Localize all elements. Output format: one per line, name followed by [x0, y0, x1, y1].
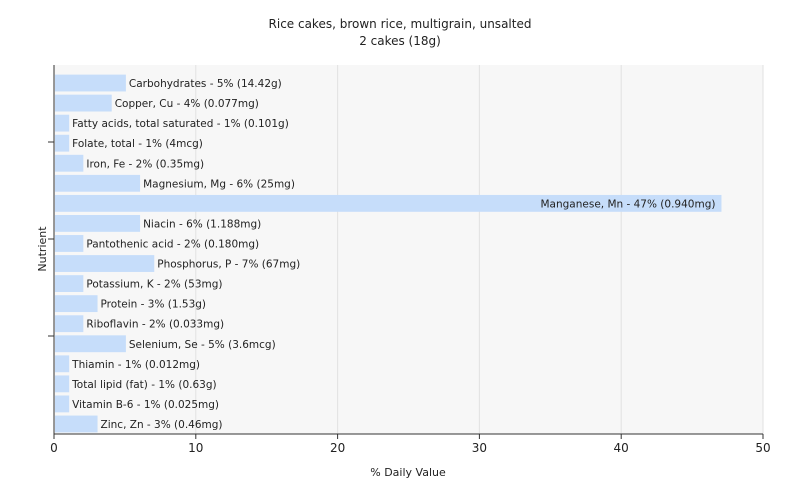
axes — [48, 65, 763, 435]
bar — [55, 335, 126, 353]
bars-group: Carbohydrates - 5% (14.42g) Copper, Cu - … — [55, 74, 722, 433]
x-tick-label: 0 — [50, 441, 58, 455]
bar — [55, 315, 84, 333]
plot-area — [54, 65, 763, 434]
bar — [55, 214, 141, 232]
x-ticks: 0 10 20 30 40 50 — [50, 434, 771, 455]
bar-label: Phosphorus, P - 7% (67mg) — [157, 259, 300, 271]
bar — [55, 134, 70, 152]
x-tick-label: 50 — [755, 441, 770, 455]
bar-label: Protein - 3% (1.53g) — [101, 299, 207, 311]
y-axis-label: Nutrient — [36, 226, 49, 272]
bar — [55, 94, 112, 112]
bar — [55, 74, 126, 92]
grid-lines — [195, 65, 764, 434]
x-tick-label: 30 — [472, 441, 487, 455]
chart-title: Rice cakes, brown rice, multigrain, unsa… — [269, 17, 532, 31]
bar-label: Thiamin - 1% (0.012mg) — [71, 359, 200, 371]
bar-label: Riboflavin - 2% (0.033mg) — [86, 319, 224, 331]
bar-label: Copper, Cu - 4% (0.077mg) — [115, 98, 259, 110]
bar — [55, 235, 84, 252]
bar — [55, 355, 70, 373]
bar — [55, 174, 141, 192]
bar-label: Niacin - 6% (1.188mg) — [143, 218, 261, 230]
bar — [55, 194, 722, 212]
bar-label: Magnesium, Mg - 6% (25mg) — [143, 178, 295, 190]
bar-label: Selenium, Se - 5% (3.6mcg) — [129, 339, 276, 351]
bar-label: Carbohydrates - 5% (14.42g) — [129, 78, 282, 90]
chart-subtitle: 2 cakes (18g) — [359, 34, 441, 48]
bar — [55, 255, 155, 272]
bar-label: Iron, Fe - 2% (0.35mg) — [86, 158, 204, 170]
bar-label: Vitamin B-6 - 1% (0.025mg) — [72, 399, 219, 411]
bar — [55, 415, 98, 433]
bar — [55, 375, 70, 393]
x-tick-label: 20 — [330, 441, 345, 455]
bar-label: Folate, total - 1% (4mcg) — [72, 138, 203, 150]
bar-label: Total lipid (fat) - 1% (0.63g) — [71, 379, 216, 391]
x-tick-label: 40 — [614, 441, 629, 455]
bar — [55, 114, 70, 132]
x-axis-label: % Daily Value — [370, 466, 446, 479]
bar — [55, 154, 84, 172]
x-tick-label: 10 — [188, 441, 203, 455]
bar — [55, 295, 98, 313]
bar — [55, 395, 70, 413]
bar-label: Zinc, Zn - 3% (0.46mg) — [101, 419, 223, 431]
bar-label: Pantothenic acid - 2% (0.180mg) — [86, 238, 259, 250]
bar-label: Manganese, Mn - 47% (0.940mg) — [540, 198, 715, 210]
bar-label: Potassium, K - 2% (53mg) — [86, 279, 222, 291]
plot-background — [54, 65, 763, 434]
bar — [55, 275, 84, 293]
bar-label: Fatty acids, total saturated - 1% (0.101… — [72, 118, 289, 130]
